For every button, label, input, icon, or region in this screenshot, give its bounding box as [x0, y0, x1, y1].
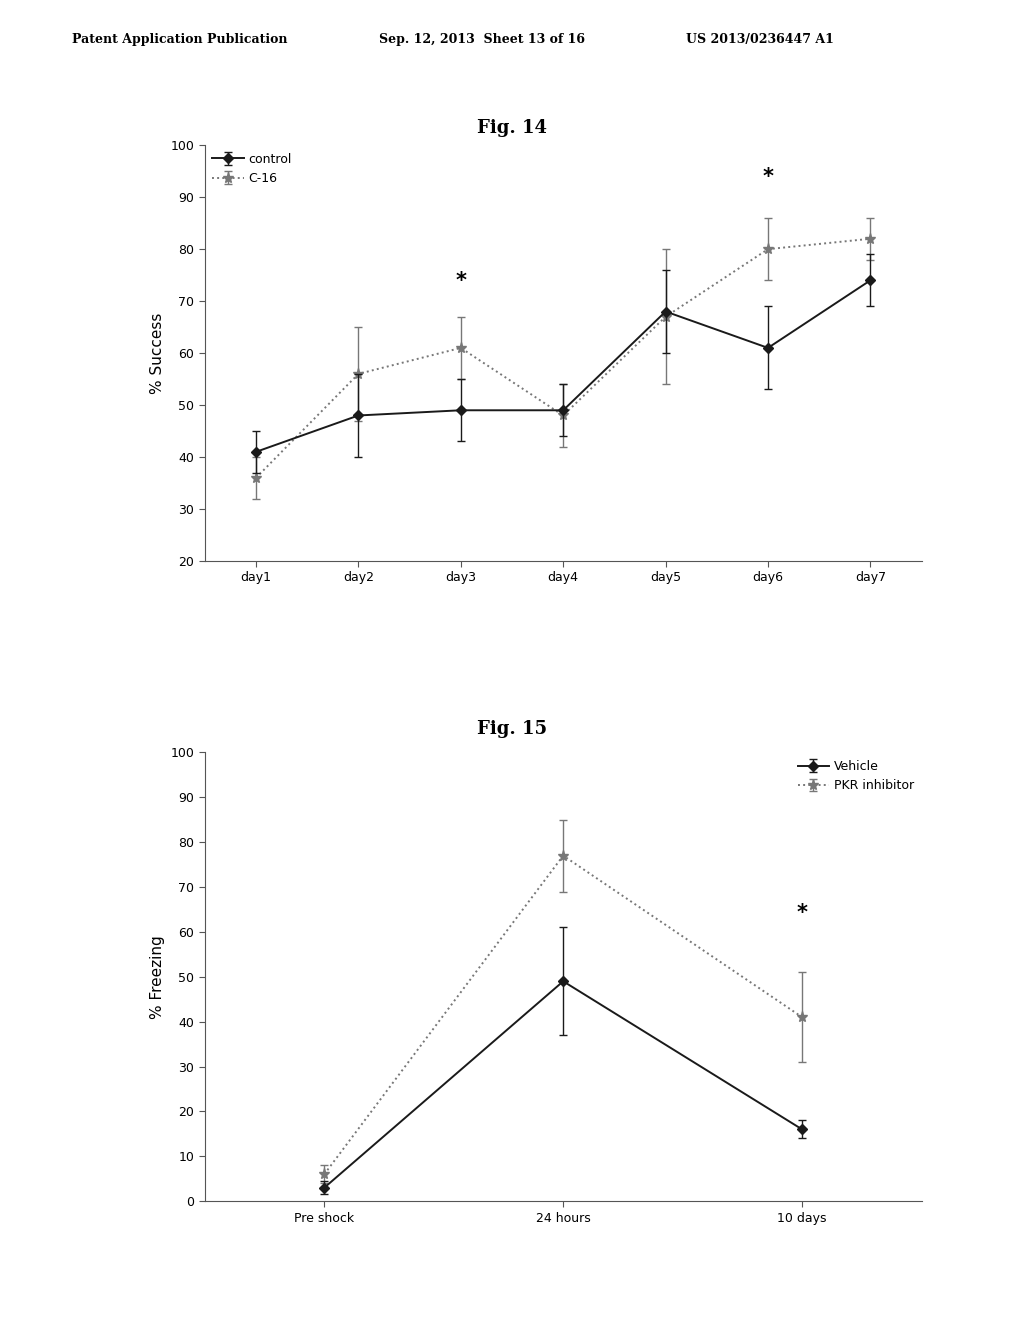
Legend: Vehicle, PKR inhibitor: Vehicle, PKR inhibitor [797, 759, 915, 793]
Y-axis label: % Freezing: % Freezing [150, 935, 165, 1019]
Text: Fig. 14: Fig. 14 [477, 119, 547, 137]
Text: Sep. 12, 2013  Sheet 13 of 16: Sep. 12, 2013 Sheet 13 of 16 [379, 33, 585, 46]
Text: Patent Application Publication: Patent Application Publication [72, 33, 287, 46]
Text: US 2013/0236447 A1: US 2013/0236447 A1 [686, 33, 834, 46]
Text: Fig. 15: Fig. 15 [477, 719, 547, 738]
Text: *: * [456, 271, 466, 290]
Text: *: * [797, 903, 808, 923]
Legend: control, C-16: control, C-16 [211, 152, 293, 186]
Y-axis label: % Success: % Success [150, 313, 165, 393]
Text: *: * [763, 166, 773, 186]
